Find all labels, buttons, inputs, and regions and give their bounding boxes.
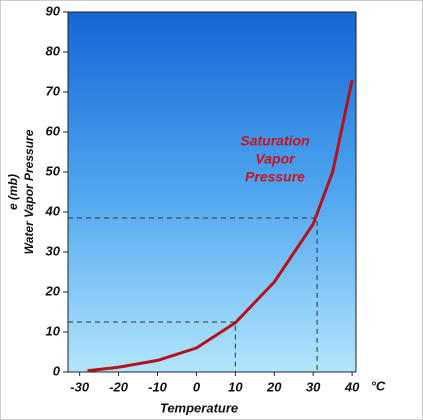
annotation: Vapor — [255, 151, 296, 167]
x-tick-label: -10 — [148, 379, 168, 394]
plot-area — [67, 11, 357, 373]
y-tick-label: 50 — [46, 163, 61, 178]
reference-line — [68, 217, 318, 372]
y-tick-label: 20 — [45, 283, 61, 298]
y-tick-label: 0 — [53, 363, 61, 378]
y-tick-label: 90 — [46, 3, 61, 18]
x-tick-label: 10 — [228, 379, 243, 394]
y-unit: e (mb) — [6, 174, 20, 210]
annotation: Pressure — [245, 169, 305, 185]
x-unit: °C — [371, 378, 386, 393]
curve — [87, 79, 354, 373]
x-tick-label: -30 — [70, 379, 90, 394]
x-tick-label: 0 — [193, 379, 201, 394]
x-tick-label: 40 — [344, 379, 360, 394]
x-tick-label: -20 — [109, 379, 129, 394]
y-tick-label: 80 — [46, 43, 61, 58]
y-tick-label: 70 — [46, 83, 61, 98]
y-axis-label: Water Vapor Pressure — [22, 129, 36, 254]
y-tick-label: 40 — [45, 203, 61, 218]
y-tick-label: 30 — [46, 243, 61, 258]
y-tick-label: 60 — [46, 123, 61, 138]
y-tick-label: 10 — [46, 323, 61, 338]
x-tick-label: 30 — [306, 379, 321, 394]
annotation: Saturation — [240, 133, 309, 149]
x-tick-label: 20 — [266, 379, 282, 394]
x-axis-label: Temperature — [160, 400, 238, 415]
reference-line — [68, 321, 236, 372]
